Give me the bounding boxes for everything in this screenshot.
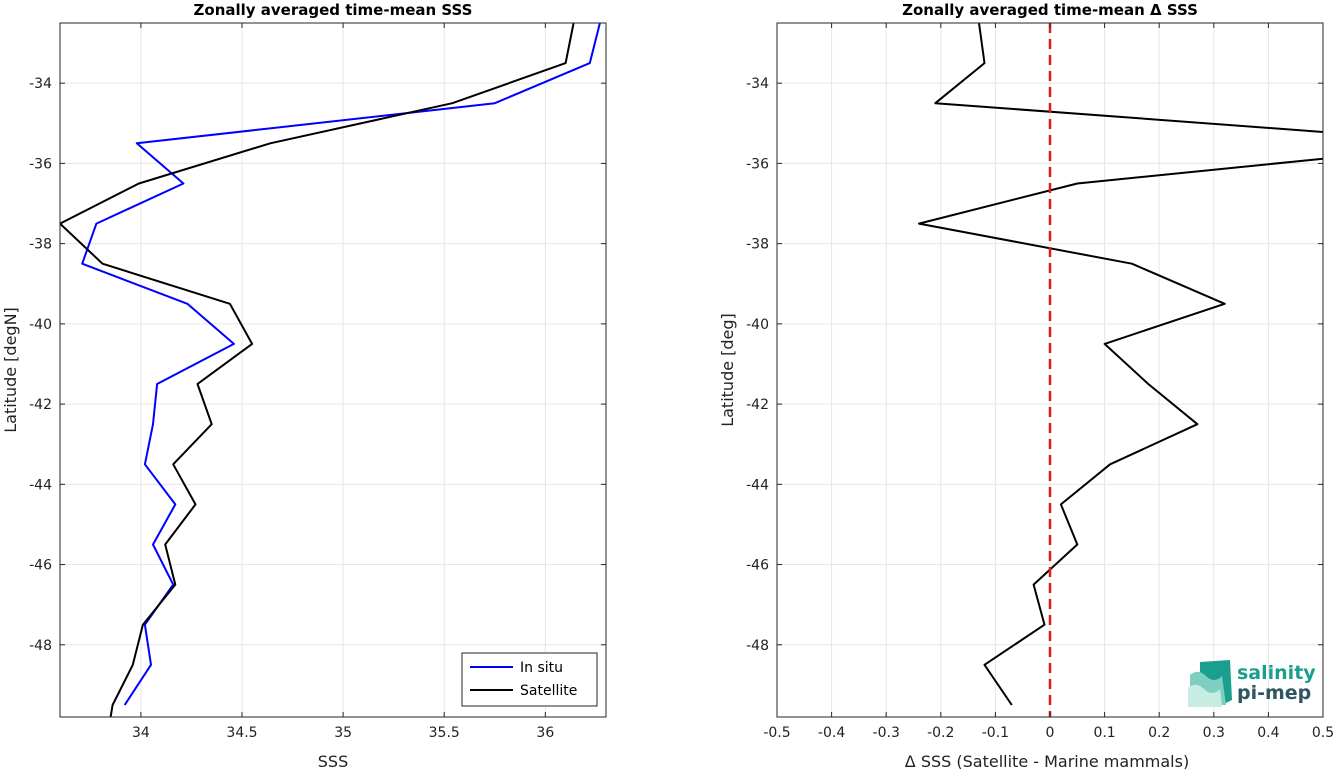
left-y-tick-label: -40 — [29, 317, 52, 333]
right-x-tick-label: 0 — [1046, 725, 1055, 741]
logo-text-salinity: salinity — [1237, 662, 1316, 684]
left-y-tick-label: -36 — [29, 156, 52, 172]
right-y-tick-label: -44 — [746, 477, 769, 493]
right-y-tick-label: -38 — [746, 237, 769, 253]
right-y-tick-label: -40 — [746, 317, 769, 333]
right-x-tick-label: -0.4 — [818, 725, 845, 741]
logo-text-pi-mep: pi-mep — [1237, 682, 1311, 704]
left-x-axis-label: SSS — [318, 752, 348, 769]
right-ticks: -0.5 -0.4 -0.3 -0.2 -0.1 0 0.1 0.2 0.3 0.4 0.5 -48 -… — [746, 23, 1334, 741]
right-x-tick-label: 0.1 — [1093, 725, 1115, 741]
right-y-tick-label: -36 — [746, 156, 769, 172]
left-x-tick-label: 36 — [536, 725, 554, 741]
left-x-tick-label: 34.5 — [226, 725, 257, 741]
left-ticks: 34 34.5 35 35.5 36 -48 -46 -44 -42 -40 -38 -36 -34 — [29, 23, 606, 741]
left-chart-title: Zonally averaged time-mean SSS — [194, 1, 473, 19]
right-x-tick-label: 0.3 — [1203, 725, 1225, 741]
left-grid — [60, 23, 606, 717]
left-series-line-in-situ — [81, 23, 601, 706]
left-y-tick-label: -34 — [29, 76, 52, 92]
right-y-tick-label: -34 — [746, 76, 769, 92]
left-y-tick-label: -46 — [29, 558, 52, 574]
left-x-tick-label: 35.5 — [429, 725, 460, 741]
right-y-axis-label: Latitude [deg] — [718, 313, 737, 427]
right-y-tick-label: -42 — [746, 397, 769, 413]
right-x-tick-label: -0.1 — [982, 725, 1009, 741]
right-y-tick-label: -46 — [746, 558, 769, 574]
right-x-tick-label: -0.2 — [927, 725, 954, 741]
right-x-tick-label: 0.2 — [1148, 725, 1170, 741]
left-y-axis-label: Latitude [degN] — [1, 307, 20, 433]
legend-box — [461, 652, 598, 707]
right-series-group — [918, 23, 1323, 717]
left-y-tick-label: -48 — [29, 638, 52, 654]
salinity-pi-mep-logo: salinity pi-mep — [1188, 660, 1316, 707]
left-y-tick-label: -44 — [29, 477, 52, 493]
right-x-axis-label: Δ SSS (Satellite - Marine mammals) — [905, 752, 1189, 769]
left-y-tick-label: -38 — [29, 237, 52, 253]
left-x-tick-label: 34 — [132, 725, 150, 741]
right-series-line-delta-0 — [918, 23, 1323, 706]
left-series-group — [60, 23, 601, 717]
right-y-tick-label: -48 — [746, 638, 769, 654]
right-chart-title: Zonally averaged time-mean Δ SSS — [902, 1, 1198, 19]
left-series-line-satellite — [60, 23, 575, 717]
right-chart-panel: -0.5 -0.4 -0.3 -0.2 -0.1 0 0.1 0.2 0.3 0.4 0.5 -48 -… — [718, 1, 1334, 769]
right-x-tick-label: 0.4 — [1257, 725, 1279, 741]
left-y-tick-label: -42 — [29, 397, 52, 413]
left-x-tick-label: 35 — [334, 725, 352, 741]
right-x-tick-label: -0.3 — [873, 725, 900, 741]
legend-label-in-situ: In situ — [520, 660, 563, 676]
right-x-tick-label: -0.5 — [763, 725, 790, 741]
logo-wave-front — [1188, 684, 1222, 707]
legend: In situ Satellite — [461, 652, 598, 707]
left-chart-panel: 34 34.5 35 35.5 36 -48 -46 -44 -42 -40 -38 -36 -34 Z… — [1, 1, 607, 769]
right-x-tick-label: 0.5 — [1312, 725, 1334, 741]
left-plot-frame — [59, 22, 607, 718]
legend-label-satellite: Satellite — [520, 683, 577, 699]
left-plot-area — [60, 23, 606, 717]
